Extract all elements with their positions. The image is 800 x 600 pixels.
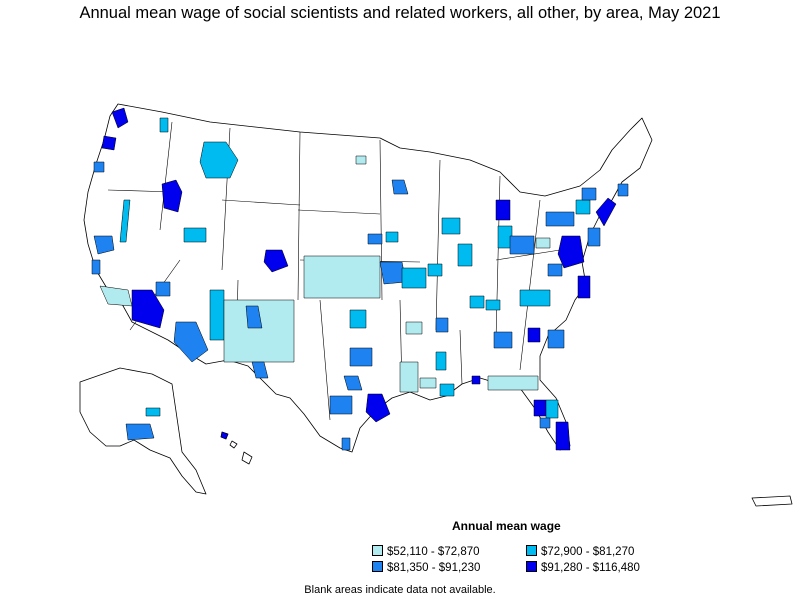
area-shade	[587, 227, 601, 247]
area-shade	[485, 299, 501, 311]
area-shade	[199, 141, 239, 179]
puerto-rico	[751, 495, 793, 507]
area-shade	[575, 199, 591, 215]
legend-item: $52,110 - $72,870	[372, 545, 480, 558]
area-shade	[545, 399, 559, 419]
area-shade	[617, 183, 629, 197]
area-shade	[91, 259, 101, 275]
area-shade	[535, 237, 551, 249]
area-shade	[557, 235, 585, 269]
area-shade	[119, 199, 131, 243]
area-shade	[329, 395, 353, 415]
area-shade	[435, 317, 449, 333]
area-shade	[343, 375, 363, 391]
area-shade	[93, 161, 105, 173]
area-shade	[263, 249, 289, 273]
area-shade	[533, 399, 547, 417]
legend-item: $91,280 - $116,480	[526, 561, 640, 574]
legend-label: $81,350 - $91,230	[387, 562, 481, 574]
area-shade	[131, 289, 165, 329]
area-shade	[471, 375, 481, 385]
area-shade	[595, 197, 617, 227]
legend-title: Annual mean wage	[452, 519, 561, 533]
area-shade	[125, 423, 155, 441]
legend-swatch	[526, 545, 537, 556]
area-shade	[399, 361, 419, 393]
legend-item: $72,900 - $81,270	[526, 545, 634, 558]
area-shade	[251, 361, 269, 379]
area-shade	[439, 383, 455, 397]
area-shade	[161, 179, 183, 213]
area-shade	[341, 437, 351, 451]
area-shade	[355, 155, 367, 165]
area-shade	[183, 227, 207, 243]
area-shade	[367, 233, 383, 245]
footnote: Blank areas indicate data not available.	[304, 584, 496, 596]
legend-label: $72,900 - $81,270	[541, 546, 635, 558]
area-shade	[303, 255, 381, 299]
legend-swatch	[372, 561, 383, 572]
area-shade	[469, 295, 485, 309]
legend-swatch	[526, 561, 537, 572]
area-shade	[111, 107, 129, 129]
area-shade	[145, 407, 161, 417]
area-shade	[173, 321, 209, 363]
legend-item: $81,350 - $91,230	[372, 561, 480, 574]
area-shade	[391, 179, 409, 195]
legend-label: $52,110 - $72,870	[387, 546, 480, 558]
shaded-areas	[91, 107, 629, 451]
area-shade	[539, 417, 551, 429]
area-shade	[101, 135, 117, 151]
area-shade	[419, 377, 437, 389]
area-shade	[349, 309, 367, 329]
area-shade	[93, 235, 115, 255]
area-shade	[527, 327, 541, 343]
area-shade	[245, 305, 263, 329]
area-shade	[547, 329, 565, 349]
area-shade	[223, 299, 295, 363]
area-shade	[509, 235, 535, 255]
area-shade	[545, 211, 575, 227]
area-shade	[457, 243, 473, 267]
area-shade	[209, 289, 225, 341]
area-shade	[385, 231, 399, 243]
area-shade	[555, 421, 571, 451]
area-shade	[405, 321, 423, 335]
area-shade	[155, 281, 171, 297]
area-shade	[495, 199, 511, 221]
area-shade	[519, 289, 551, 307]
legend-swatch	[372, 545, 383, 556]
area-shade	[487, 375, 539, 391]
area-shade	[441, 217, 461, 235]
area-shade	[547, 263, 563, 277]
area-shade	[577, 275, 591, 299]
state-borders	[79, 103, 793, 507]
area-shade	[401, 267, 427, 289]
area-shade	[581, 187, 597, 201]
area-shade	[349, 347, 373, 367]
area-shade	[159, 117, 169, 133]
area-shade	[427, 263, 443, 277]
area-shade	[493, 331, 513, 349]
legend-label: $91,280 - $116,480	[541, 562, 640, 574]
area-shade	[220, 431, 229, 440]
area-shade	[435, 351, 447, 371]
area-shade	[365, 393, 391, 423]
map-title: Annual mean wage of social scientists an…	[79, 4, 721, 22]
